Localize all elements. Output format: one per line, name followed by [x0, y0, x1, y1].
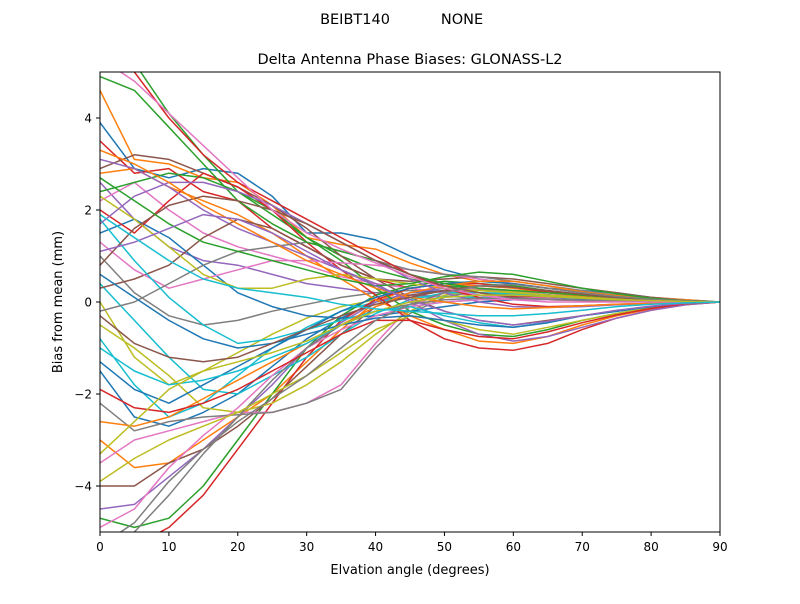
plot-frame — [99, 71, 721, 533]
series-line-41 — [100, 273, 720, 349]
series-line-47 — [119, 72, 720, 303]
suptitle-left: BEIBT140 — [320, 12, 390, 28]
x-axis-label: Elvation angle (degrees) — [330, 563, 489, 578]
y-tick-label: 4 — [84, 112, 92, 126]
x-tick-label: 20 — [230, 540, 245, 554]
x-tick-label: 60 — [506, 540, 521, 554]
series-line-44 — [100, 301, 720, 414]
y-axis-label: Bias from mean (mm) — [51, 231, 66, 373]
series-line-50 — [100, 213, 720, 317]
y-tick-label: −4 — [74, 480, 92, 494]
series-lines — [100, 72, 720, 532]
series-line-32 — [100, 280, 720, 427]
x-tick-label: 0 — [96, 540, 104, 554]
x-tick-label: 50 — [437, 540, 452, 554]
x-tick-label: 40 — [368, 540, 383, 554]
x-tick-label: 80 — [643, 540, 658, 554]
series-line-48 — [119, 283, 720, 532]
series-line-45 — [100, 213, 720, 326]
series-line-49 — [100, 294, 720, 455]
x-tick-label: 90 — [712, 540, 727, 554]
x-tick-label: 30 — [299, 540, 314, 554]
x-tick-label: 10 — [161, 540, 176, 554]
y-tick-label: −2 — [74, 388, 92, 402]
y-axis-ticks: −4 −2 0 2 4 — [74, 112, 100, 494]
y-tick-label: 0 — [84, 296, 92, 310]
series-line-26 — [100, 218, 720, 303]
suptitle-right: NONE — [441, 12, 483, 28]
x-axis-ticks: 0 10 20 30 40 50 60 70 80 90 — [96, 532, 728, 554]
y-tick-label: 2 — [84, 204, 92, 218]
series-line-46 — [100, 285, 720, 363]
series-line-43 — [100, 177, 720, 303]
chart-title: Delta Antenna Phase Biases: GLONASS-L2 — [257, 52, 562, 68]
x-tick-label: 70 — [575, 540, 590, 554]
